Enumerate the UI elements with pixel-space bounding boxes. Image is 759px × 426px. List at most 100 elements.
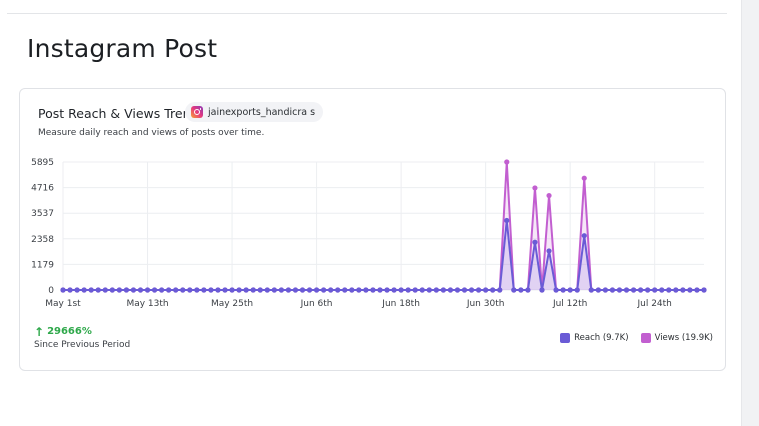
x-tick-label: Jul 12th — [552, 299, 587, 309]
data-point-reach — [525, 287, 531, 293]
data-point-reach — [299, 287, 306, 293]
x-tick-label: May 1st — [45, 299, 81, 309]
data-point-reach — [201, 287, 207, 293]
y-tick-label: 2358 — [31, 235, 54, 245]
data-point-reach — [187, 287, 193, 293]
data-point-reach — [349, 287, 355, 293]
data-point-reach — [666, 287, 672, 293]
data-point-reach — [595, 287, 601, 293]
data-point-reach — [638, 287, 644, 293]
data-point-reach — [151, 287, 158, 293]
data-point-reach — [130, 287, 137, 293]
data-point-reach — [532, 239, 538, 245]
page-title: Instagram Post — [27, 34, 218, 63]
data-point-reach — [88, 287, 94, 293]
data-point-reach — [222, 287, 228, 293]
y-tick-label: 1179 — [31, 260, 54, 270]
x-tick-label: Jun 30th — [466, 299, 505, 309]
data-point-reach — [384, 287, 390, 293]
account-chip[interactable]: jainexports_handicra s — [185, 102, 324, 122]
data-point-reach — [659, 287, 665, 293]
legend-item-views[interactable]: Views (19.9K) — [640, 333, 713, 343]
y-tick-label: 4716 — [31, 184, 54, 194]
data-point-reach — [483, 287, 489, 293]
y-tick-label: 5895 — [31, 158, 54, 168]
data-point-reach — [405, 287, 411, 293]
data-point-reach — [490, 287, 496, 293]
data-point-reach — [454, 287, 461, 293]
top-divider — [7, 13, 727, 14]
data-point-reach — [81, 287, 87, 293]
data-point-reach — [342, 287, 348, 293]
y-tick-label: 3537 — [31, 209, 54, 219]
data-point-reach — [328, 287, 334, 293]
instagram-icon — [191, 106, 203, 118]
data-point-reach — [398, 287, 404, 293]
series-area-reach — [63, 220, 704, 290]
data-point-reach — [581, 233, 587, 239]
data-point-reach — [356, 287, 362, 293]
data-point-reach — [313, 287, 320, 293]
legend-swatch-views — [640, 333, 651, 343]
data-point-reach — [208, 287, 214, 293]
data-point-reach — [180, 287, 186, 293]
data-point-reach — [243, 287, 249, 293]
data-point-reach — [567, 287, 573, 293]
data-point-reach — [701, 287, 707, 293]
data-point-reach — [504, 217, 510, 224]
data-point-reach — [306, 287, 313, 293]
data-point-reach — [673, 287, 679, 293]
chart-legend: Reach (9.7K) Views (19.9K) — [560, 333, 713, 343]
data-point-reach — [257, 287, 263, 293]
data-point-reach — [419, 287, 425, 293]
account-name: jainexports_handicra s — [208, 106, 316, 118]
data-point-reach — [137, 287, 144, 293]
legend-label-reach: Reach (9.7K) — [574, 333, 629, 343]
data-point-reach — [194, 287, 200, 293]
legend-item-reach[interactable]: Reach (9.7K) — [560, 333, 629, 343]
data-point-reach — [144, 287, 151, 293]
data-point-reach — [440, 287, 446, 293]
scrollbar-track[interactable] — [741, 0, 759, 426]
data-point-reach — [630, 287, 637, 293]
data-point-views — [546, 192, 552, 199]
y-tick-label: 0 — [48, 286, 54, 296]
data-point-reach — [652, 287, 658, 293]
period-label: Since Previous Period — [34, 340, 131, 350]
data-point-reach — [602, 287, 608, 293]
legend-label-views: Views (19.9K) — [654, 333, 713, 343]
data-point-reach — [285, 287, 292, 293]
series-line-reach — [63, 219, 704, 291]
data-point-reach — [391, 287, 397, 293]
data-point-reach — [426, 287, 432, 293]
data-point-reach — [67, 287, 73, 293]
data-point-reach — [123, 287, 129, 293]
data-point-reach — [370, 287, 376, 293]
data-point-reach — [447, 287, 454, 293]
data-point-reach — [321, 287, 327, 293]
data-point-reach — [292, 287, 299, 293]
series-line-views — [63, 161, 704, 291]
data-point-reach — [215, 287, 221, 293]
data-point-reach — [687, 287, 693, 293]
data-point-views — [581, 175, 587, 181]
data-point-reach — [518, 287, 524, 293]
data-point-reach — [95, 287, 101, 293]
data-point-reach — [60, 287, 66, 293]
reach-views-chart: 0 1179 2358 3537 4716 5895 May 1st May 13th May … — [31, 158, 707, 309]
data-point-reach — [623, 287, 630, 293]
data-point-reach — [694, 287, 700, 293]
data-point-reach — [116, 287, 122, 293]
data-point-reach — [539, 287, 545, 293]
data-point-reach — [433, 287, 439, 293]
x-tick-label: Jun 18th — [381, 299, 420, 309]
x-tick-label: May 25th — [211, 299, 253, 309]
data-point-views — [504, 159, 510, 165]
data-point-reach — [468, 287, 475, 293]
data-point-reach — [278, 287, 284, 293]
data-point-reach — [546, 248, 552, 254]
data-point-reach — [560, 287, 566, 293]
growth-value: 29666% — [47, 326, 92, 337]
data-point-reach — [250, 287, 256, 293]
series-area-views — [63, 162, 704, 290]
